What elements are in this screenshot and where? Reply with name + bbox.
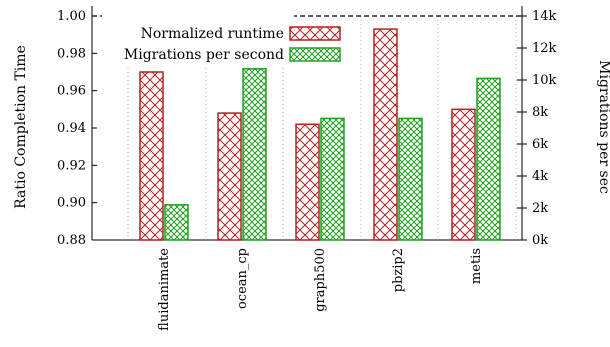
bar-normalized-runtime — [373, 28, 398, 241]
bar-migrations-per-second — [476, 77, 501, 241]
legend-swatch-runtime — [289, 26, 341, 41]
bar-migrations-per-second — [242, 68, 267, 241]
legend-label-runtime: Normalized runtime — [141, 26, 284, 42]
legend: Normalized runtime Migrations per second — [102, 5, 341, 67]
bar-migrations-per-second — [164, 204, 189, 241]
grid — [127, 16, 517, 240]
bar-migrations-per-second — [398, 117, 423, 241]
x-tick-label: metis — [469, 248, 484, 284]
x-tick-label: pbzip2 — [391, 248, 406, 292]
bar-normalized-runtime — [139, 71, 164, 241]
y2-tick-label: 12k — [532, 41, 557, 56]
bars — [139, 28, 501, 241]
bar-normalized-runtime — [451, 108, 476, 241]
x-tick-label: graph500 — [313, 248, 328, 312]
y2-tick-label: 2k — [532, 201, 548, 216]
y2-tick-label: 10k — [532, 73, 557, 88]
legend-swatch-migrations — [289, 47, 341, 62]
y2-tick-label: 0k — [532, 233, 548, 248]
y2-tick-label: 14k — [532, 9, 557, 24]
y-tick-label: 1.00 — [57, 9, 86, 24]
bar-normalized-runtime — [295, 123, 320, 241]
y2-axis-title: Migrations per sec — [596, 60, 610, 194]
y-tick-label: 0.92 — [57, 158, 86, 173]
y-tick-label: 0.96 — [57, 84, 86, 99]
y-tick-label: 0.90 — [57, 196, 86, 211]
bar-migrations-per-second — [320, 117, 345, 241]
y-tick-label: 0.88 — [57, 233, 86, 248]
y-axis-title: Ratio Completion Time — [13, 45, 29, 209]
y-tick-label: 0.98 — [57, 46, 86, 61]
y2-tick-label: 8k — [532, 105, 548, 120]
x-tick-label: fluidanimate — [157, 248, 172, 331]
bar-normalized-runtime — [217, 112, 242, 241]
tick-labels: 0.88 0.90 0.92 0.94 0.96 0.98 1.00 0k 2k 4k 6k 8k 10… — [57, 9, 556, 331]
x-tick-label: ocean_cp — [235, 248, 250, 309]
legend-label-migrations: Migrations per second — [124, 47, 284, 63]
y2-tick-label: 4k — [532, 169, 548, 184]
y2-tick-label: 6k — [532, 137, 548, 152]
y-tick-label: 0.94 — [57, 121, 86, 136]
